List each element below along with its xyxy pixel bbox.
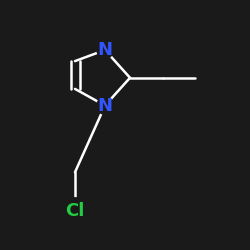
Circle shape xyxy=(97,41,113,59)
Text: Cl: Cl xyxy=(65,202,85,220)
Text: N: N xyxy=(98,96,112,114)
Circle shape xyxy=(63,198,87,224)
Text: N: N xyxy=(98,41,112,59)
Circle shape xyxy=(97,97,113,114)
